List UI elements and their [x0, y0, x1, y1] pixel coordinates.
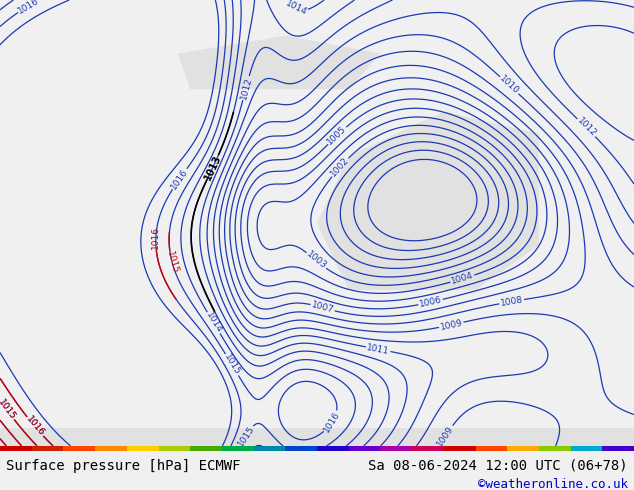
Text: Sa 08-06-2024 12:00 UTC (06+78): Sa 08-06-2024 12:00 UTC (06+78) — [368, 459, 628, 473]
Bar — [0, 446, 32, 451]
Bar — [444, 446, 476, 451]
Text: 1012: 1012 — [239, 76, 253, 100]
Bar — [507, 446, 539, 451]
Text: 1015: 1015 — [223, 353, 242, 377]
Bar — [190, 446, 222, 451]
Bar — [349, 446, 380, 451]
Text: 1004: 1004 — [450, 271, 475, 286]
Text: 1002: 1002 — [329, 156, 351, 179]
Bar — [158, 446, 190, 451]
Bar — [412, 446, 444, 451]
Text: 1009: 1009 — [436, 424, 456, 448]
Text: 1013: 1013 — [203, 153, 223, 181]
Text: 1003: 1003 — [304, 250, 328, 271]
Text: 1011: 1011 — [366, 343, 391, 356]
Text: 1008: 1008 — [500, 295, 524, 308]
Bar — [95, 446, 127, 451]
Text: 1015: 1015 — [165, 250, 179, 275]
Text: Surface pressure [hPa] ECMWF: Surface pressure [hPa] ECMWF — [6, 459, 241, 473]
Bar — [127, 446, 158, 451]
Text: 1010: 1010 — [498, 74, 521, 97]
Bar — [317, 446, 349, 451]
Bar — [602, 446, 634, 451]
Text: 1016: 1016 — [152, 226, 160, 249]
Text: 1007: 1007 — [310, 300, 335, 315]
Text: 1016: 1016 — [322, 410, 342, 434]
Bar — [571, 446, 602, 451]
Text: 1016: 1016 — [24, 415, 46, 438]
Text: 1015: 1015 — [236, 424, 256, 448]
Text: ©weatheronline.co.uk: ©weatheronline.co.uk — [477, 478, 628, 490]
Text: 1014: 1014 — [283, 0, 308, 18]
Bar — [539, 446, 571, 451]
Bar — [380, 446, 412, 451]
Bar — [222, 446, 254, 451]
Polygon shape — [0, 428, 634, 446]
Text: 1012: 1012 — [575, 117, 598, 139]
Text: 1009: 1009 — [439, 318, 463, 332]
Text: 1014: 1014 — [204, 311, 223, 335]
Text: 1005: 1005 — [326, 124, 349, 147]
Polygon shape — [178, 36, 380, 89]
Text: 1015: 1015 — [0, 398, 17, 421]
Bar — [63, 446, 95, 451]
Text: 1006: 1006 — [418, 295, 443, 309]
Text: 1016: 1016 — [16, 0, 41, 16]
Bar — [476, 446, 507, 451]
Bar — [254, 446, 285, 451]
Polygon shape — [317, 112, 539, 290]
Bar — [32, 446, 63, 451]
Text: 1016: 1016 — [24, 415, 46, 438]
Bar — [285, 446, 317, 451]
Text: 1016: 1016 — [169, 167, 190, 191]
Text: 1015: 1015 — [0, 398, 17, 421]
